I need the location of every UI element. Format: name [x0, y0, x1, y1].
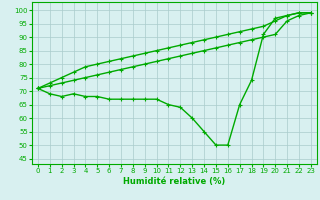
X-axis label: Humidité relative (%): Humidité relative (%): [123, 177, 226, 186]
